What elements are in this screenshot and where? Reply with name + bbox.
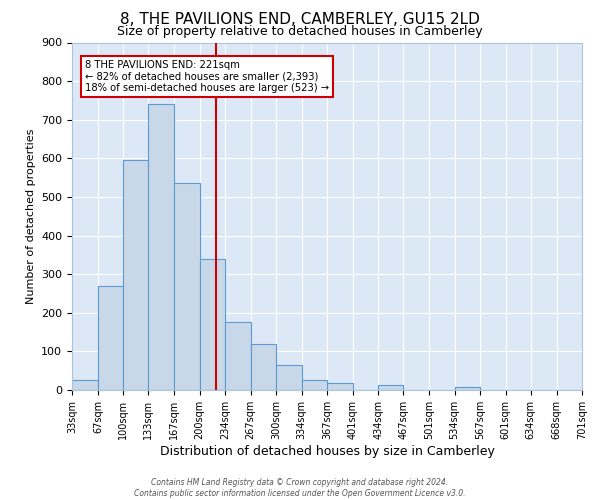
Text: Size of property relative to detached houses in Camberley: Size of property relative to detached ho… xyxy=(117,25,483,38)
Bar xyxy=(148,104,175,390)
Bar xyxy=(251,344,276,390)
Bar xyxy=(199,260,226,390)
Bar xyxy=(378,386,403,390)
Bar xyxy=(226,322,251,390)
Bar xyxy=(98,286,123,390)
Text: 8 THE PAVILIONS END: 221sqm
← 82% of detached houses are smaller (2,393)
18% of : 8 THE PAVILIONS END: 221sqm ← 82% of det… xyxy=(85,60,329,93)
Bar xyxy=(327,383,353,390)
Bar xyxy=(123,160,148,390)
Bar xyxy=(72,380,98,390)
Bar xyxy=(302,380,327,390)
Y-axis label: Number of detached properties: Number of detached properties xyxy=(26,128,35,304)
Bar xyxy=(276,365,302,390)
Bar xyxy=(455,387,479,390)
Bar xyxy=(175,184,200,390)
Text: 8, THE PAVILIONS END, CAMBERLEY, GU15 2LD: 8, THE PAVILIONS END, CAMBERLEY, GU15 2L… xyxy=(120,12,480,28)
X-axis label: Distribution of detached houses by size in Camberley: Distribution of detached houses by size … xyxy=(160,444,494,458)
Text: Contains HM Land Registry data © Crown copyright and database right 2024.
Contai: Contains HM Land Registry data © Crown c… xyxy=(134,478,466,498)
